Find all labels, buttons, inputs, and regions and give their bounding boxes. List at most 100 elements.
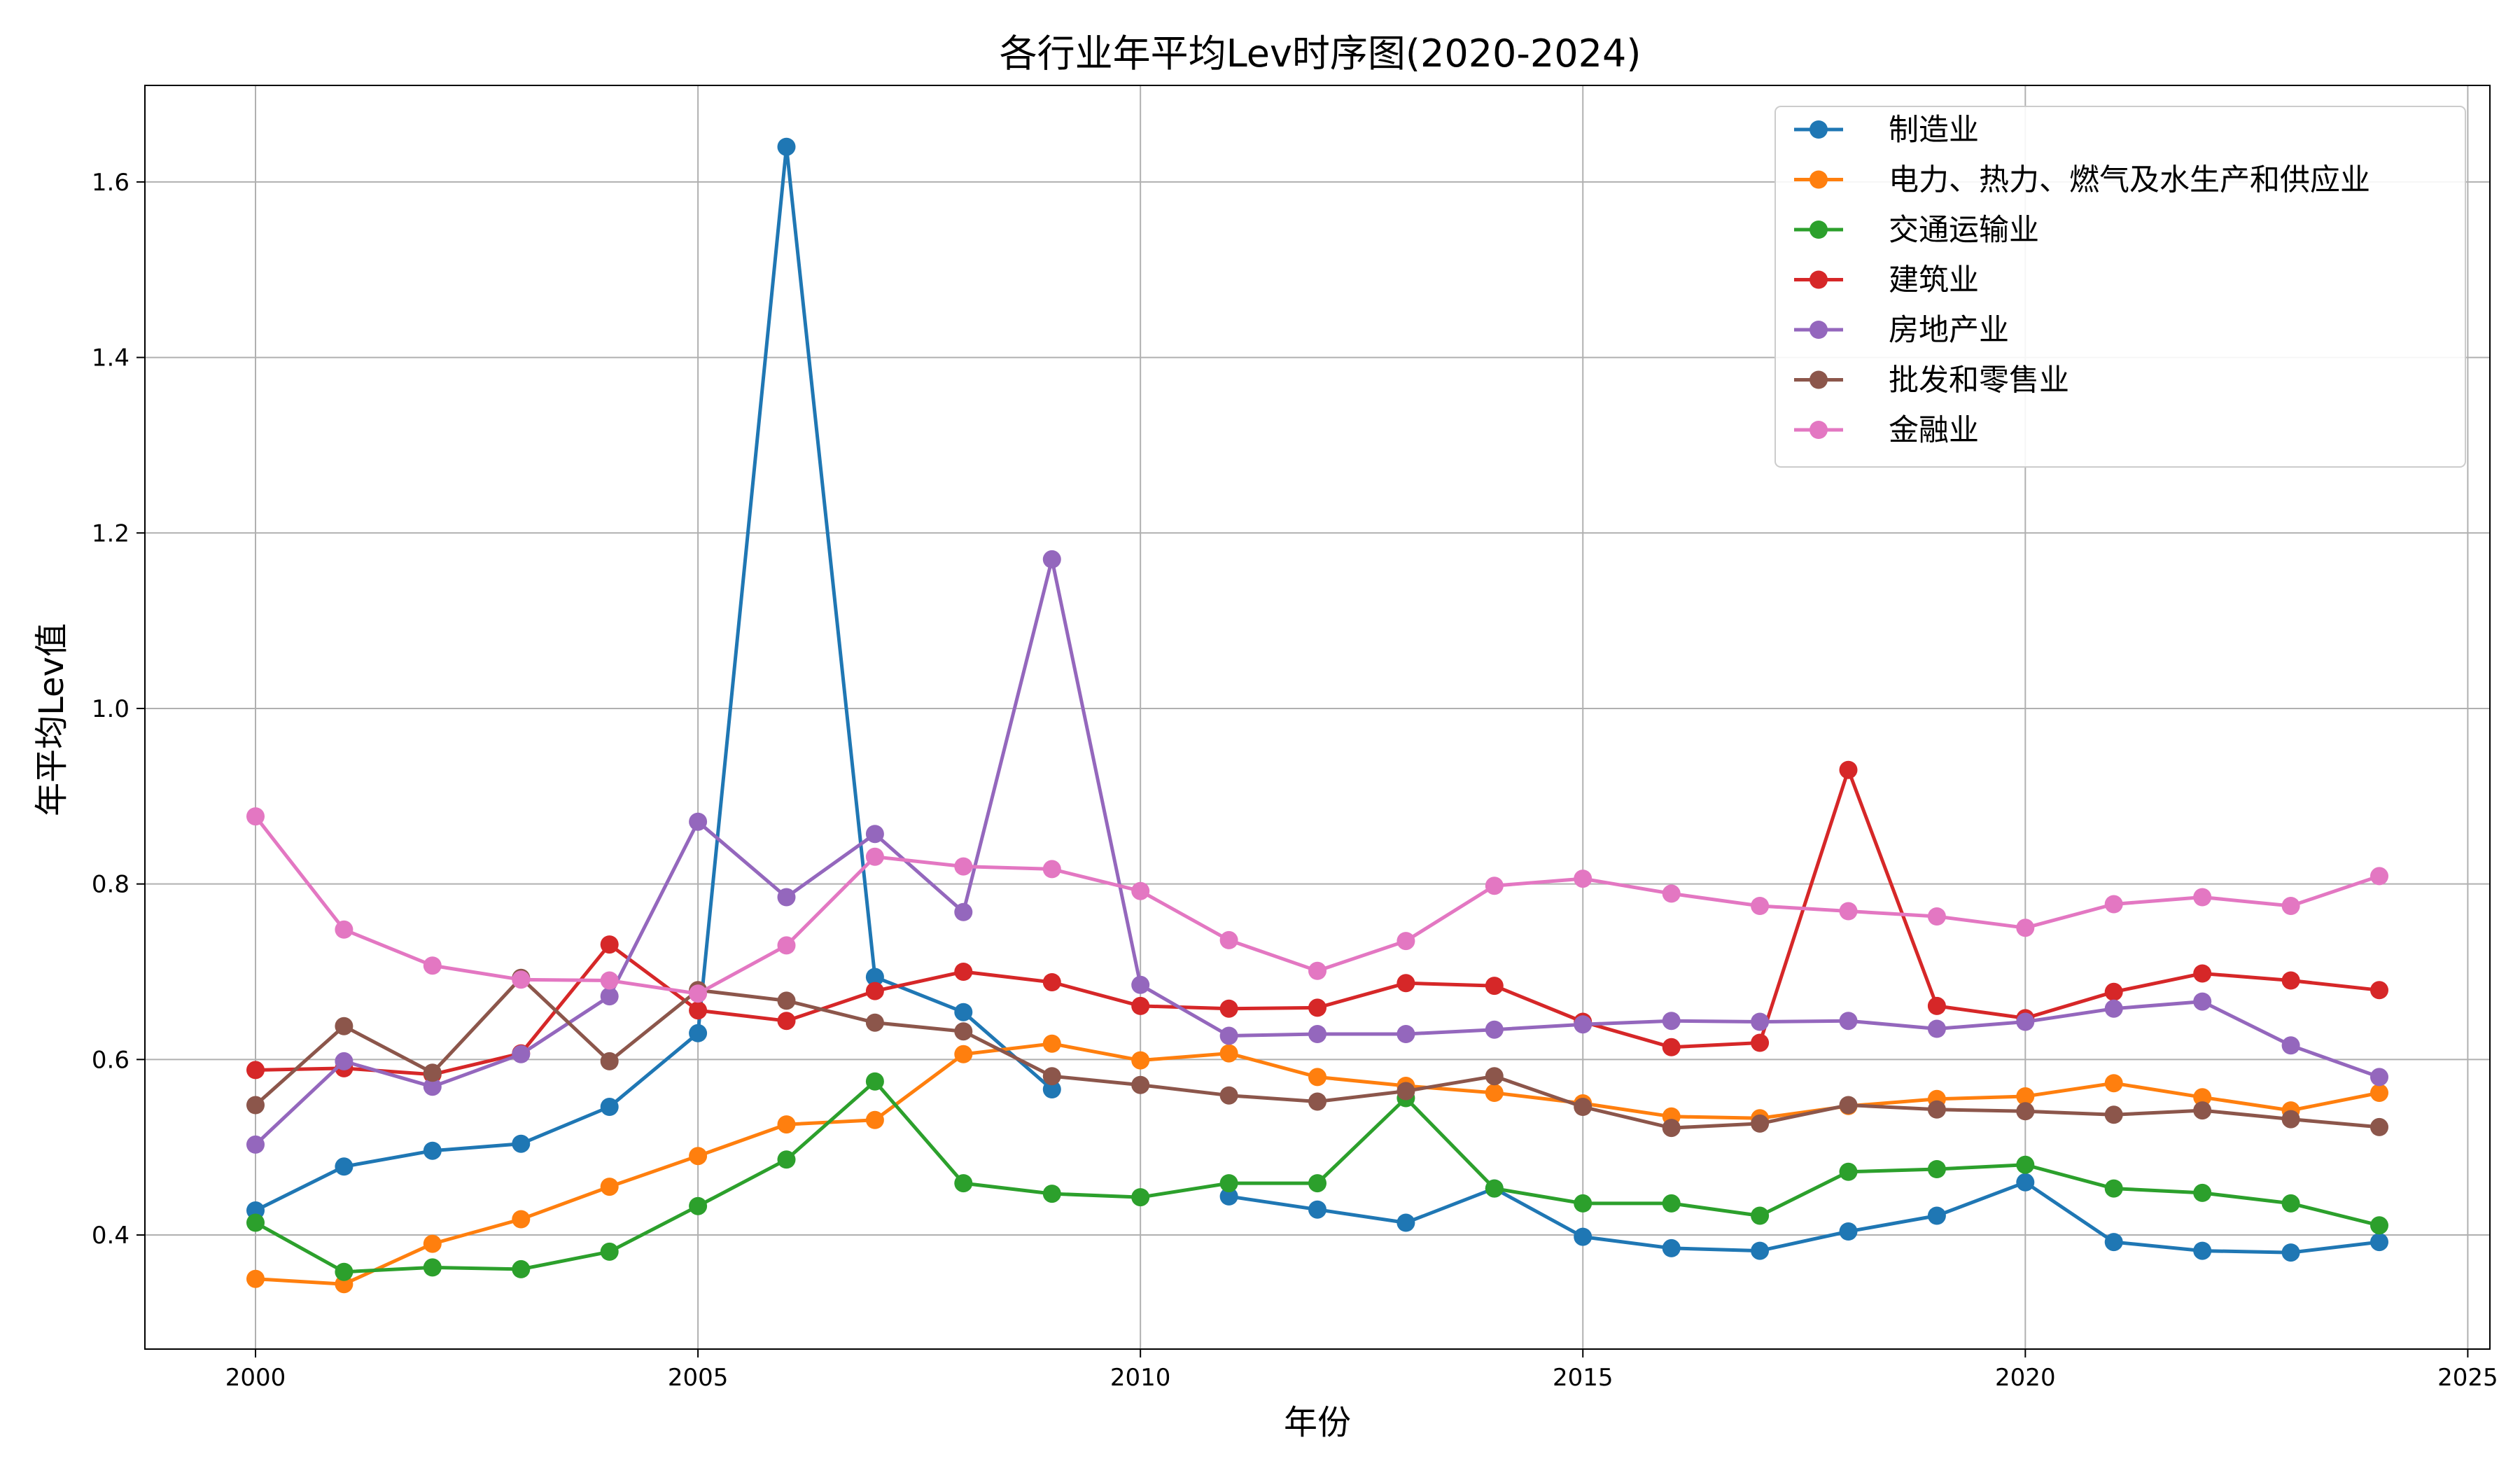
series-lines xyxy=(246,137,2388,1294)
data-point xyxy=(777,1012,796,1031)
data-point xyxy=(1131,975,1150,994)
data-point xyxy=(865,1110,884,1129)
data-point xyxy=(954,1003,973,1021)
data-point xyxy=(2016,1087,2035,1105)
data-point xyxy=(954,857,973,876)
data-point xyxy=(246,1096,265,1115)
data-point xyxy=(423,1141,442,1160)
data-point xyxy=(2104,1074,2123,1093)
axis-ticks: 2000 2005 2010 2015 2020 2025 0.4 0.6 0.8 1.0 1.2 1… xyxy=(92,169,2498,1392)
data-point xyxy=(1219,999,1238,1018)
data-point xyxy=(1485,1084,1504,1102)
series-line xyxy=(253,145,1054,1213)
data-point xyxy=(689,812,708,831)
data-point xyxy=(1751,1206,1770,1225)
data-point xyxy=(2281,897,2300,915)
data-point xyxy=(1219,1174,1238,1193)
data-point xyxy=(246,1061,265,1080)
data-point xyxy=(1662,884,1681,903)
data-point xyxy=(1662,1194,1681,1213)
legend-marker-2 xyxy=(1809,221,1828,239)
legend-label-3: 建筑业 xyxy=(1889,263,1979,298)
data-point xyxy=(1485,977,1504,996)
data-point xyxy=(335,1017,354,1035)
data-point xyxy=(2370,867,2388,886)
data-point xyxy=(2016,1173,2035,1192)
data-point xyxy=(2370,1117,2388,1136)
series-group xyxy=(246,760,2388,1084)
data-point xyxy=(1308,1174,1326,1193)
data-point xyxy=(689,1024,708,1042)
data-point xyxy=(954,1174,973,1193)
data-point xyxy=(600,987,619,1006)
plot-frame xyxy=(144,85,2491,1350)
data-point xyxy=(1131,996,1150,1015)
data-point xyxy=(2104,1179,2123,1198)
legend-marker-4 xyxy=(1809,321,1828,339)
data-point xyxy=(1662,1038,1681,1056)
data-point xyxy=(335,1157,354,1176)
data-point xyxy=(954,1022,973,1041)
data-point xyxy=(1574,1194,1592,1213)
data-point xyxy=(689,1147,708,1166)
data-point xyxy=(1042,1034,1061,1053)
data-point xyxy=(1485,1067,1504,1086)
data-point xyxy=(777,888,796,907)
data-point xyxy=(1396,974,1415,993)
x-tick-label: 2015 xyxy=(1553,1364,1614,1392)
data-point xyxy=(1662,1012,1681,1031)
legend-marker-1 xyxy=(1809,170,1828,189)
data-point xyxy=(777,936,796,955)
data-point xyxy=(1927,1160,1946,1178)
data-point xyxy=(2281,1194,2300,1213)
data-point xyxy=(1131,1075,1150,1094)
legend-label-1: 电力、热力、燃气及水生产和供应业 xyxy=(1889,163,2370,198)
data-point xyxy=(1751,897,1770,915)
data-point xyxy=(1574,1098,1592,1116)
data-point xyxy=(1308,998,1326,1017)
data-point xyxy=(1396,1213,1415,1232)
data-point xyxy=(1927,996,1946,1015)
y-tick-label: 0.6 xyxy=(92,1046,130,1074)
data-point xyxy=(689,1001,708,1020)
legend-box xyxy=(1774,106,2466,468)
data-point xyxy=(1042,860,1061,879)
y-axis-label: 年平均Lev值 xyxy=(32,623,71,816)
data-point xyxy=(865,1072,884,1091)
data-point xyxy=(1839,1222,1858,1241)
data-point xyxy=(2104,982,2123,1001)
data-point xyxy=(2370,1216,2388,1235)
data-point xyxy=(600,935,619,954)
y-tick-label: 1.6 xyxy=(92,169,130,197)
data-point xyxy=(1662,1238,1681,1257)
data-point xyxy=(512,970,531,989)
data-point xyxy=(1839,1162,1858,1181)
data-point xyxy=(954,963,973,981)
data-point xyxy=(1751,1241,1770,1260)
data-point xyxy=(954,902,973,921)
data-point xyxy=(423,1258,442,1277)
data-point xyxy=(2016,1102,2035,1121)
y-tick-label: 0.4 xyxy=(92,1222,130,1250)
data-point xyxy=(423,956,442,975)
data-point xyxy=(2104,1105,2123,1124)
data-point xyxy=(2370,1084,2388,1102)
data-point xyxy=(1927,1206,1946,1225)
data-point xyxy=(2370,981,2388,1000)
data-point xyxy=(246,1269,265,1288)
data-point xyxy=(1574,1015,1592,1034)
data-point xyxy=(2281,971,2300,990)
data-point xyxy=(1042,973,1061,991)
data-point xyxy=(1839,1096,1858,1115)
data-point xyxy=(423,1234,442,1253)
data-point xyxy=(777,1150,796,1169)
data-point xyxy=(1485,1179,1504,1198)
x-tick-label: 2000 xyxy=(225,1364,286,1392)
data-point xyxy=(246,1213,265,1232)
data-point xyxy=(2281,1110,2300,1129)
data-point xyxy=(335,1052,354,1070)
data-point xyxy=(423,1063,442,1082)
data-point xyxy=(1839,760,1858,779)
data-point xyxy=(2016,1012,2035,1031)
